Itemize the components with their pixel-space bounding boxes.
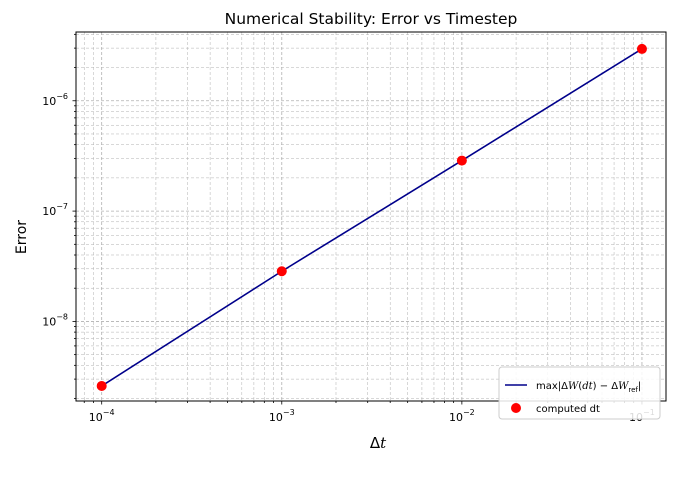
legend-label-w1: W bbox=[568, 381, 579, 392]
y-tick-label-base: 10 bbox=[42, 315, 56, 328]
legend: max|ΔW(dt) − ΔWref| computed dt bbox=[498, 366, 661, 420]
x-axis-label: Δt bbox=[370, 434, 387, 452]
x-tick-label: 10−2 bbox=[449, 408, 475, 424]
grid-major bbox=[76, 32, 666, 401]
y-tick-label-exp: −8 bbox=[56, 312, 68, 321]
legend-label-ref: ref bbox=[628, 386, 638, 394]
y-tick-label-base: 10 bbox=[42, 205, 56, 218]
x-tick-label-exp: −4 bbox=[103, 408, 115, 417]
y-tick-label-exp: −7 bbox=[56, 202, 68, 211]
y-tick-label-exp: −6 bbox=[56, 92, 68, 101]
series-layer bbox=[96, 43, 647, 391]
x-tick-label-exp: −3 bbox=[283, 408, 295, 417]
series-line bbox=[101, 48, 643, 387]
legend-label-minus: ) − Δ bbox=[593, 381, 619, 392]
legend-frame bbox=[498, 366, 661, 420]
data-point bbox=[276, 266, 287, 277]
x-tick-label: 10−4 bbox=[89, 408, 115, 424]
y-axis-label: Error bbox=[14, 220, 30, 254]
legend-label-scatter: computed dt bbox=[536, 404, 600, 415]
x-tick-label-base: 10 bbox=[269, 411, 283, 424]
data-point bbox=[636, 43, 647, 54]
y-tick-label-base: 10 bbox=[42, 95, 56, 108]
x-tick-label-exp: −2 bbox=[463, 408, 475, 417]
x-tick-label-base: 10 bbox=[449, 411, 463, 424]
y-tick-label: 10−6 bbox=[42, 92, 68, 108]
legend-label-dt: dt bbox=[582, 381, 593, 392]
x-tick-label: 10−3 bbox=[269, 408, 295, 424]
legend-label-bar: | bbox=[638, 381, 641, 392]
legend-label-max: max|Δ bbox=[536, 381, 568, 392]
data-point bbox=[96, 380, 107, 391]
chart-title: Numerical Stability: Error vs Timestep bbox=[225, 10, 518, 28]
x-axis-label-delta: Δ bbox=[370, 434, 381, 452]
y-tick-label: 10−7 bbox=[42, 202, 68, 218]
x-tick-label-base: 10 bbox=[89, 411, 103, 424]
y-tick-label: 10−8 bbox=[42, 312, 68, 328]
data-point bbox=[456, 155, 467, 166]
legend-label-paren: ( bbox=[578, 381, 582, 392]
legend-label-w2: W bbox=[618, 381, 629, 392]
legend-label-line: max|ΔW(dt) − ΔWref| bbox=[536, 381, 641, 394]
legend-marker-swatch bbox=[511, 403, 521, 413]
x-axis-label-t: t bbox=[380, 434, 387, 452]
